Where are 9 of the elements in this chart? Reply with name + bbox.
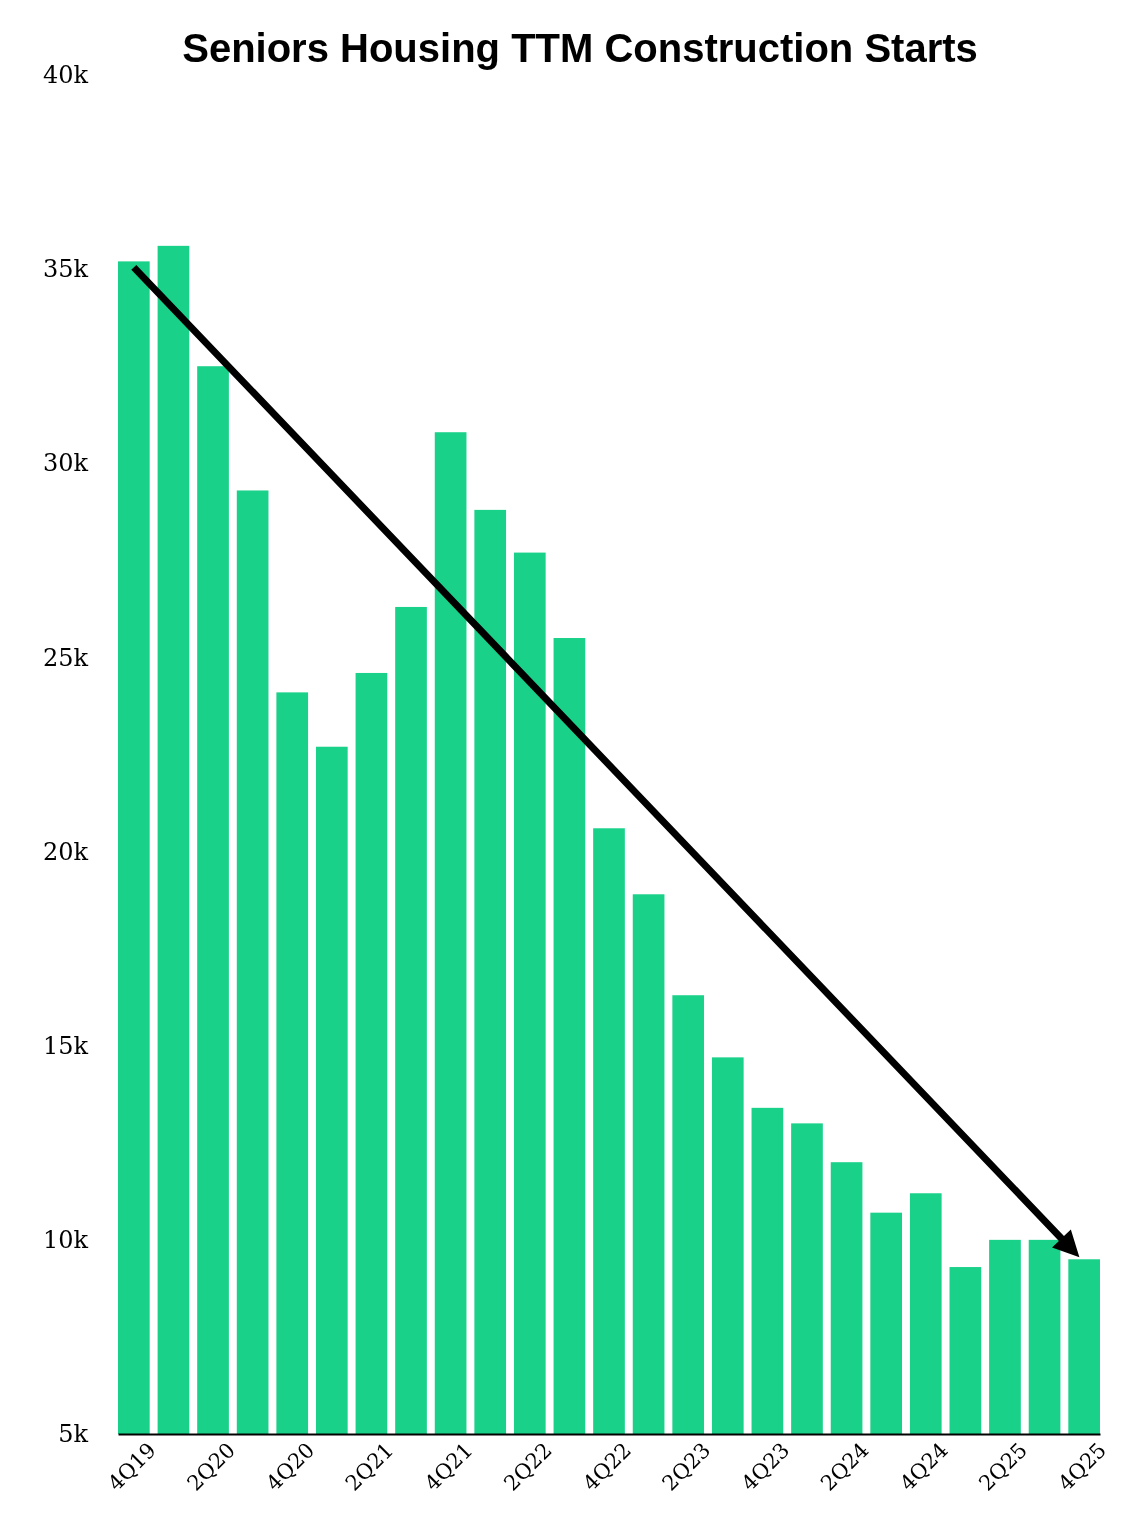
y-tick-label: 15k bbox=[42, 1031, 89, 1060]
chart-title: Seniors Housing TTM Construction Starts bbox=[182, 26, 978, 70]
y-tick-label: 35k bbox=[42, 255, 89, 284]
y-tick-label: 25k bbox=[42, 643, 89, 672]
y-tick-label: 30k bbox=[42, 449, 89, 478]
y-tick-label: 10k bbox=[42, 1226, 89, 1255]
y-tick-label: 20k bbox=[42, 837, 89, 866]
y-tick-label: 5k bbox=[58, 1420, 89, 1449]
y-tick-label: 40k bbox=[42, 61, 89, 90]
